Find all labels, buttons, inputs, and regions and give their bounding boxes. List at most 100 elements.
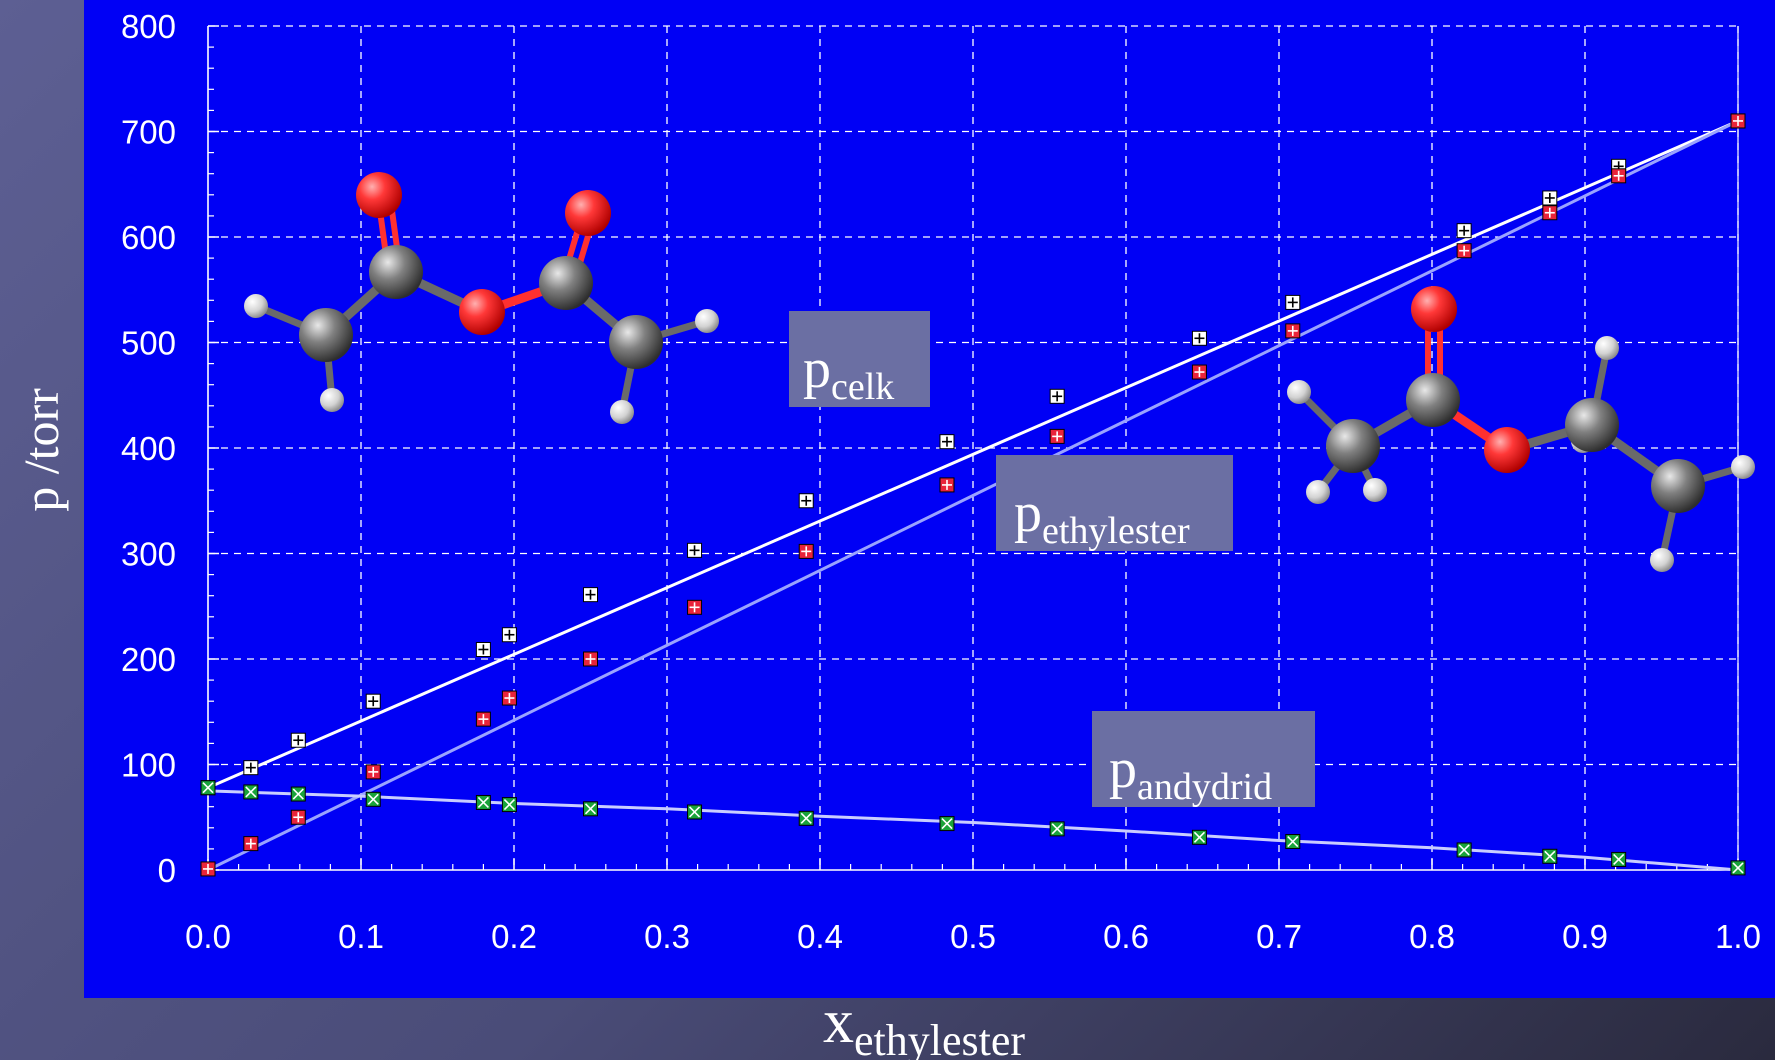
atom-icon bbox=[1651, 459, 1705, 513]
atom-icon bbox=[1484, 427, 1530, 473]
data-point-andydrid bbox=[1049, 821, 1065, 837]
atom-icon bbox=[459, 289, 505, 335]
marker-cross bbox=[245, 786, 257, 798]
marker-cross bbox=[800, 812, 812, 824]
data-point-celk bbox=[1456, 223, 1472, 239]
data-point-andydrid bbox=[939, 816, 955, 832]
data-point-ethylester bbox=[798, 543, 814, 559]
marker-cross bbox=[1287, 835, 1299, 848]
data-point-ethylester bbox=[1542, 205, 1558, 221]
atom-icon bbox=[565, 190, 611, 236]
series-label-celk-text: pcelk bbox=[803, 338, 894, 408]
data-point-ethylester bbox=[501, 690, 517, 706]
data-point-ethylester bbox=[1191, 364, 1207, 380]
marker-cross bbox=[202, 782, 214, 794]
molecule-ethyl-acetate bbox=[1287, 286, 1755, 572]
marker-cross bbox=[688, 806, 701, 818]
data-point-ethylester bbox=[1611, 168, 1627, 184]
y-tick-label: 400 bbox=[121, 430, 176, 467]
data-point-andydrid bbox=[583, 801, 598, 817]
y-tick-label: 500 bbox=[121, 325, 176, 362]
plot-area bbox=[84, 0, 1775, 998]
data-point-ethylester bbox=[1049, 428, 1065, 444]
data-point-andydrid bbox=[200, 780, 216, 796]
data-point-celk bbox=[475, 642, 491, 658]
marker-cross bbox=[367, 793, 379, 805]
data-point-ethylester bbox=[939, 477, 955, 493]
data-point-celk bbox=[290, 732, 306, 748]
x-tick-label: 0.9 bbox=[1562, 918, 1608, 955]
marker-cross bbox=[1544, 850, 1556, 862]
marker-cross bbox=[1051, 823, 1063, 835]
data-point-andydrid bbox=[1542, 848, 1558, 864]
marker-cross bbox=[292, 788, 304, 800]
x-tick-label: 0.5 bbox=[950, 918, 996, 955]
series-label-box bbox=[996, 455, 1233, 551]
data-point-andydrid bbox=[475, 794, 491, 810]
y-tick-label: 300 bbox=[121, 536, 176, 573]
marker-cross bbox=[1732, 862, 1744, 874]
series-label-main: p bbox=[803, 338, 831, 400]
x-tick-label: 0.2 bbox=[491, 918, 537, 955]
data-point-andydrid bbox=[501, 797, 517, 813]
data-point-andydrid bbox=[687, 804, 703, 820]
data-points bbox=[200, 113, 1746, 877]
atom-icon bbox=[1731, 455, 1755, 479]
x-axis-title-sub: ethylester bbox=[854, 1016, 1025, 1060]
atom-icon bbox=[610, 400, 634, 424]
data-point-celk bbox=[243, 760, 259, 776]
fit-line-andydrid bbox=[207, 789, 1739, 872]
data-point-celk bbox=[1191, 330, 1207, 346]
data-point-ethylester bbox=[290, 809, 306, 825]
marker-cross bbox=[1458, 844, 1470, 856]
atom-icon bbox=[244, 294, 268, 318]
x-tick-label: 0.6 bbox=[1103, 918, 1149, 955]
data-point-andydrid bbox=[1730, 860, 1746, 876]
atom-icon bbox=[356, 172, 402, 218]
atom-icon bbox=[320, 388, 344, 412]
axes bbox=[207, 25, 1739, 871]
data-point-ethylester bbox=[475, 711, 491, 727]
data-point-ethylester bbox=[200, 861, 216, 877]
data-point-celk bbox=[687, 542, 703, 558]
data-point-andydrid bbox=[798, 810, 814, 826]
y-tick-label: 100 bbox=[121, 747, 176, 784]
data-point-celk bbox=[798, 493, 814, 509]
atom-icon bbox=[1411, 286, 1457, 332]
data-point-ethylester bbox=[1456, 243, 1472, 259]
data-point-celk bbox=[583, 587, 598, 603]
data-point-ethylester bbox=[365, 764, 381, 780]
molecule-acetic-anhydride bbox=[244, 172, 719, 424]
x-axis-title-main: x bbox=[823, 988, 854, 1056]
data-point-ethylester bbox=[583, 651, 598, 667]
data-point-celk bbox=[939, 434, 955, 450]
atom-icon bbox=[539, 256, 593, 310]
atom-icon bbox=[1363, 478, 1387, 502]
series-label-main: p bbox=[1014, 482, 1042, 544]
data-point-andydrid bbox=[290, 786, 306, 802]
y-tick-label: 800 bbox=[121, 8, 176, 45]
atom-icon bbox=[609, 315, 663, 369]
marker-cross bbox=[1613, 853, 1625, 866]
y-tick-label: 200 bbox=[121, 641, 176, 678]
y-tick-labels: 0 100 200 300 400 500 600 700 800 bbox=[121, 8, 176, 889]
data-point-ethylester bbox=[687, 599, 703, 615]
data-point-andydrid bbox=[1456, 842, 1472, 858]
atom-icon bbox=[1406, 373, 1460, 427]
fit-line-ethylester bbox=[207, 119, 1739, 872]
x-tick-label: 0.1 bbox=[338, 918, 384, 955]
marker-cross bbox=[503, 799, 515, 811]
x-tick-label: 0.4 bbox=[797, 918, 843, 955]
series-label-sub: andydrid bbox=[1137, 766, 1272, 808]
atom-icon bbox=[369, 245, 423, 299]
x-tick-label: 0.8 bbox=[1409, 918, 1455, 955]
data-point-celk bbox=[1049, 388, 1065, 404]
series-label-celk: pcelk bbox=[789, 311, 930, 408]
x-tick-label: 0.0 bbox=[185, 918, 231, 955]
series-label-box bbox=[789, 311, 930, 407]
data-point-ethylester bbox=[1730, 113, 1746, 129]
fit-line-celk bbox=[207, 119, 1739, 790]
atom-icon bbox=[1326, 419, 1380, 473]
data-point-celk bbox=[365, 693, 381, 709]
